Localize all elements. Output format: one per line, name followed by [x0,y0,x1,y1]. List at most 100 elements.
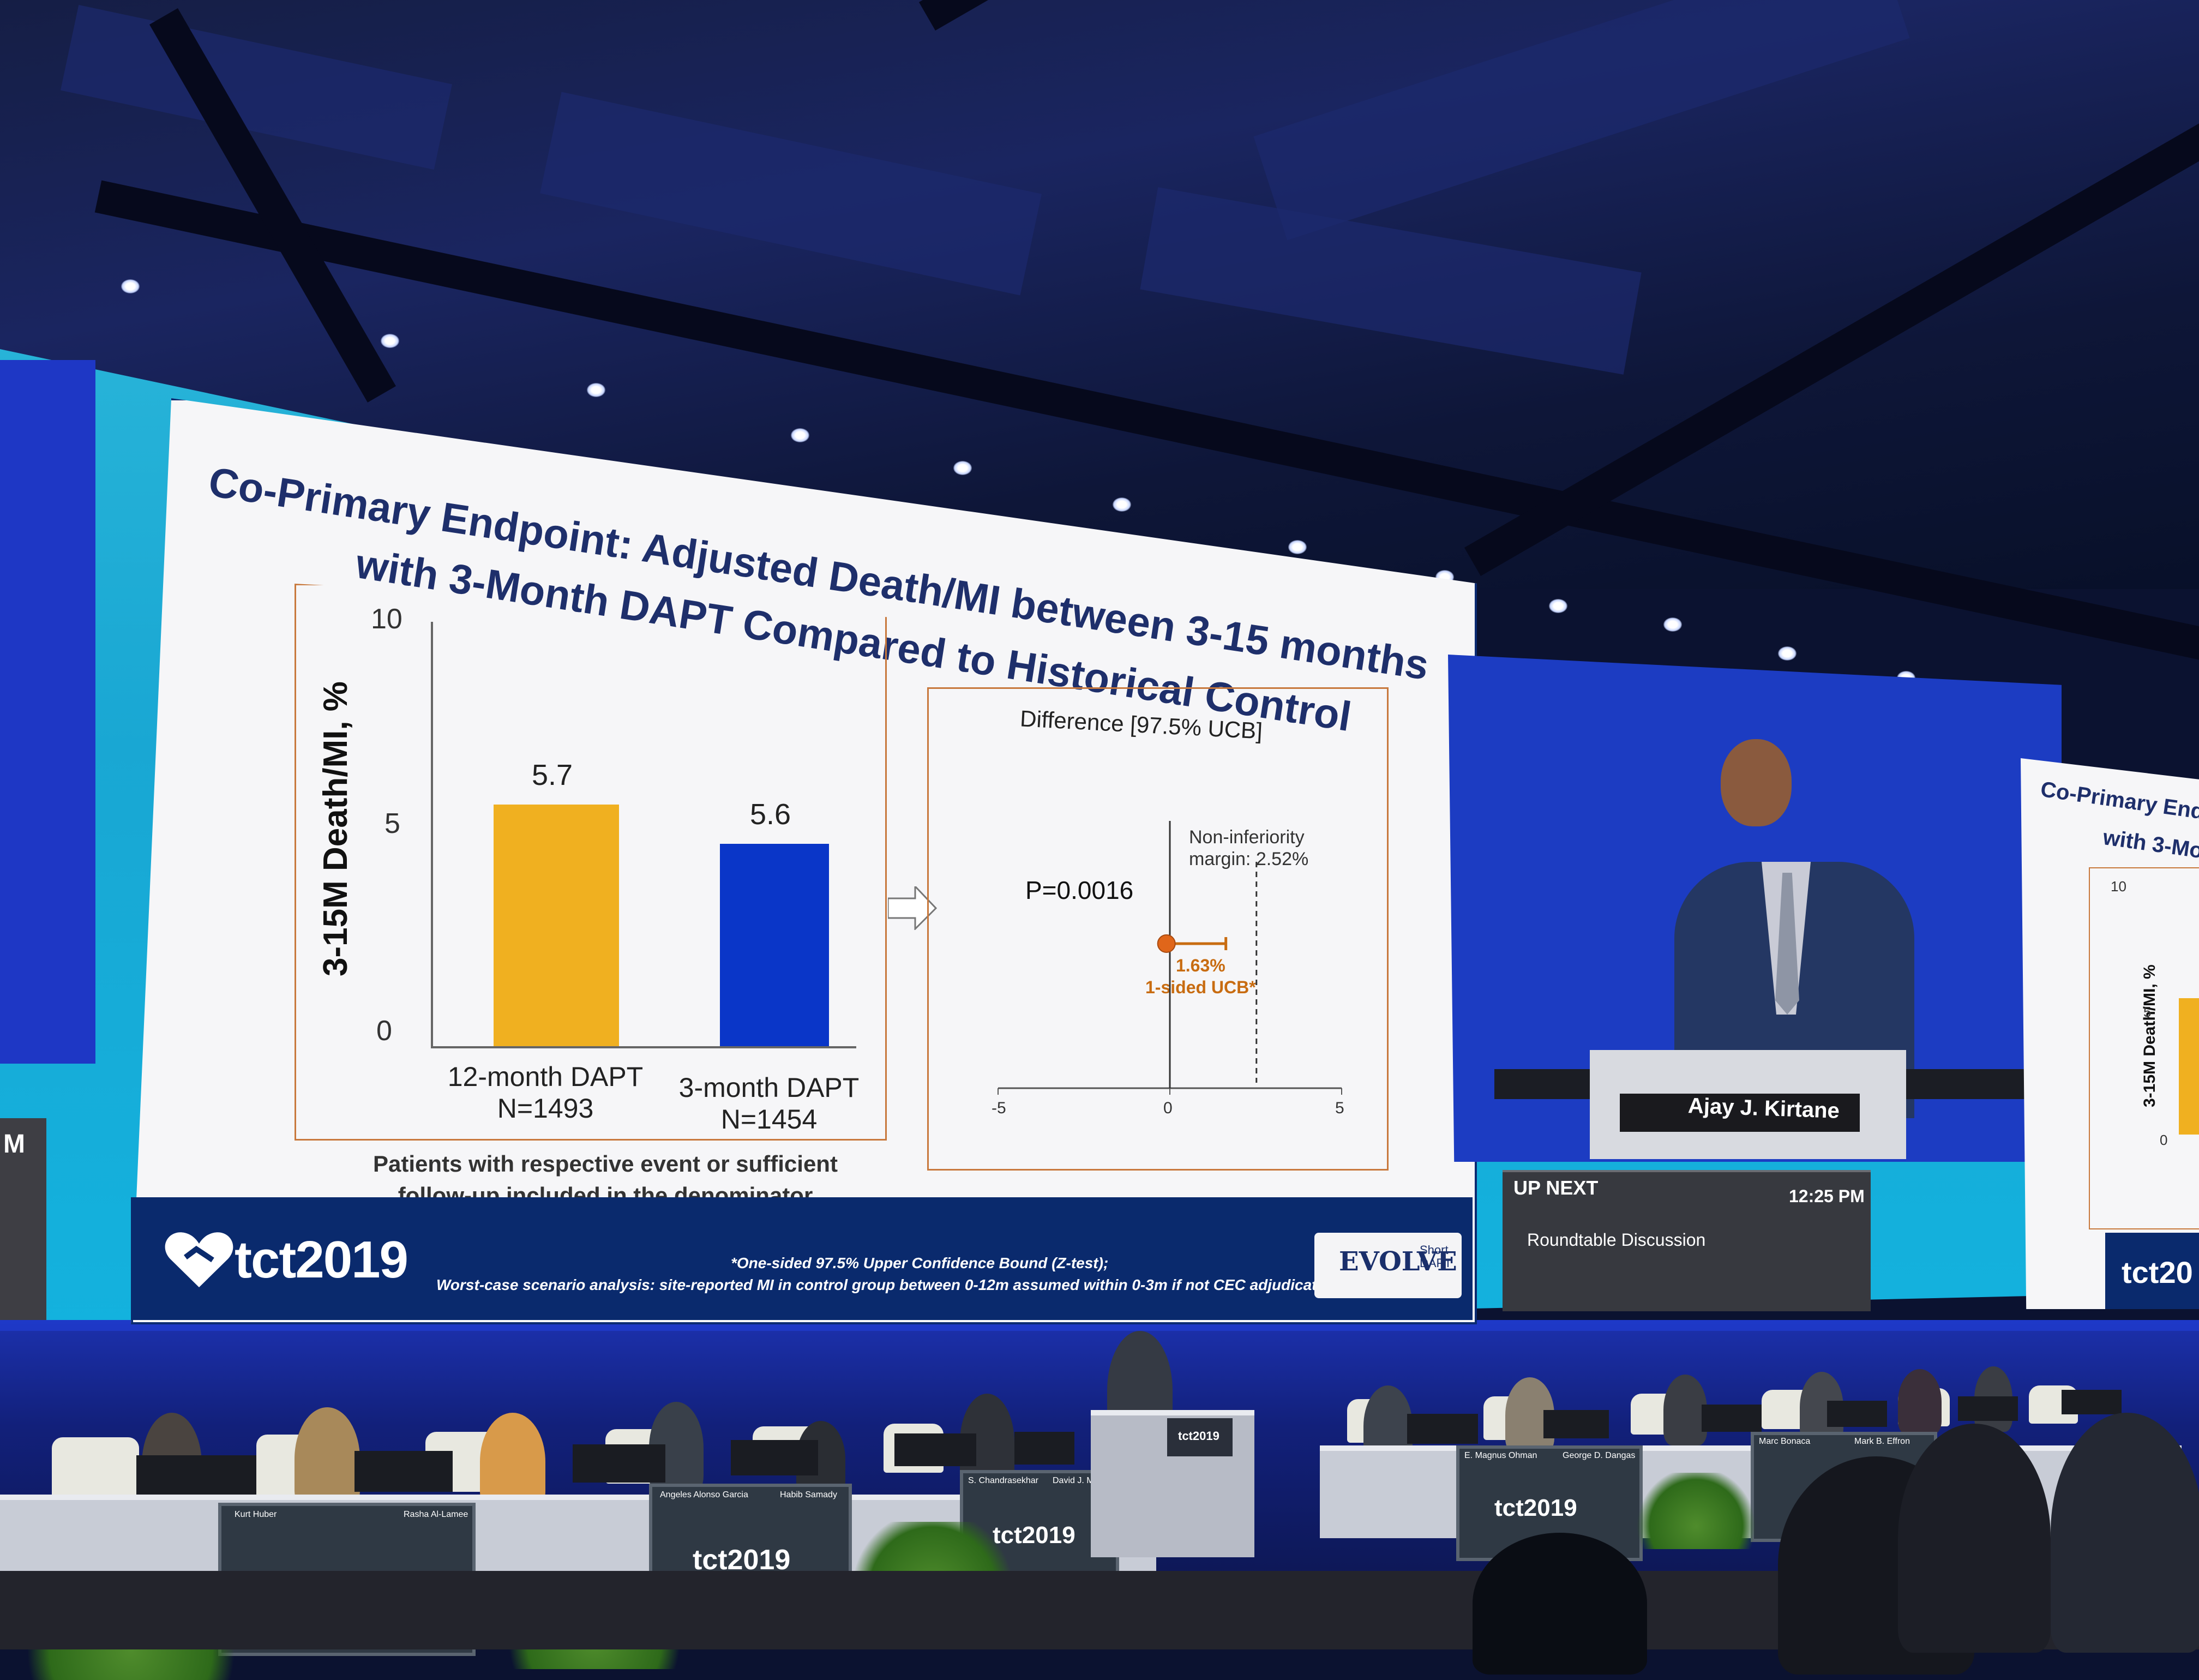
speaker-name: Ajay J. Kirtane [1687,1094,1840,1123]
forest-x-tick: 0 [1163,1099,1173,1117]
stage-plant [1631,1473,1762,1549]
evolve-sub-line-1: Short [1420,1243,1449,1257]
ucb-label-line-2: 1-sided UCB* [1145,977,1256,997]
podium-logo: tct2019 [1178,1429,1219,1443]
desk-monitor [573,1444,665,1483]
ceiling-light [1778,646,1797,661]
up-next-time: 12:25 PM [1789,1186,1865,1206]
y-tick-label: 0 [376,1015,392,1047]
right-y-tick: 10 [2111,878,2126,895]
ucb-label: 1.63% 1-sided UCB* [1145,955,1256,998]
desk-monitor [1407,1414,1478,1444]
desk-name: Mark B. Effron [1854,1437,1910,1446]
y-tick-label: 10 [371,603,402,635]
ceiling-light [953,461,972,475]
ceiling-light [1113,497,1131,512]
category-name: 3-month DAPT [678,1072,860,1103]
non-inferiority-label: Non-inferiority margin: 2.52% [1189,826,1308,870]
desk-monitor [894,1433,976,1466]
y-tick-label: 5 [384,808,400,839]
panelist [295,1407,360,1511]
ceiling-panel [1253,0,1910,241]
desk-name: Angeles Alonso Garcia [660,1490,748,1499]
evolve-badge [1314,1233,1462,1298]
footer-note-2: Worst-case scenario analysis: site-repor… [436,1276,1335,1293]
left-lower-screen-edge [0,1118,46,1320]
desk-logo: tct2019 [1494,1495,1577,1521]
panelist [1663,1375,1707,1445]
desk-monitor [1543,1410,1609,1438]
denominator-line-1: Patients with respective event or suffic… [373,1151,838,1177]
audience-member [1473,1533,1647,1675]
category-label: 3-month DAPT N=1454 [654,1072,884,1135]
desk-monitor [355,1451,453,1492]
right-slide-bar [2179,998,2199,1135]
desk-monitor [136,1455,256,1499]
podium-monitor [1167,1418,1233,1456]
desk-name: Rasha Al-Lamee [404,1510,468,1519]
panelist [1898,1369,1942,1435]
left-screen-edge [0,360,95,1064]
desk-monitor [1014,1432,1074,1465]
y-axis-line [431,622,433,1047]
footer-note-1: *One-sided 97.5% Upper Confidence Bound … [731,1255,1109,1271]
category-name: 12-month DAPT [447,1061,644,1092]
bar-12-month [494,804,619,1046]
evolve-logo: EVOLVE [1339,1246,1457,1277]
slide-footer [131,1197,1473,1320]
desk-name: S. Chandrasekhar [968,1476,1038,1485]
speaker-name-plate [1620,1094,1860,1132]
right-slide-chart [2089,867,2199,1229]
audience-member [2051,1413,2199,1653]
right-y-tick: 0 [2160,1132,2168,1148]
tct-logo: tct2019 [235,1231,408,1289]
forest-x-tick: -5 [992,1099,1006,1117]
desk-monitor [1702,1405,1762,1432]
evolve-sub-logo: Short DAPT [1420,1244,1452,1270]
ceiling-light [121,279,140,293]
right-slide-y-axis-title: 3-15M Death/MI, % [2141,964,2159,1107]
y-axis-title: 3-15M Death/MI, % [317,681,355,976]
right-y-tick: 5 [2143,1004,2152,1020]
desk-name: Kurt Huber [235,1510,277,1519]
up-next-label: UP NEXT [1513,1177,1599,1199]
category-n: N=1493 [497,1093,594,1124]
point-estimate [1157,934,1176,953]
ceiling-beam [919,0,2199,31]
x-axis-line [431,1046,856,1048]
ceiling-light [381,334,399,348]
evolve-sub-line-2: DAPT [1420,1256,1452,1270]
ceiling-light [587,383,605,397]
speaker-head [1721,739,1792,826]
p-value: P=0.0016 [1025,876,1134,904]
ceiling-light [1549,599,1567,613]
right-slide-footer [2105,1233,2199,1309]
desk-monitor [1958,1396,2018,1421]
right-slide-copy [2021,758,2199,1309]
category-n: N=1454 [720,1104,818,1135]
desk-monitor [1827,1401,1887,1427]
ceiling-light [791,428,809,442]
ceiling-light [1288,540,1307,554]
arrow-icon [888,886,937,930]
right-slide-logo: tct20 [2122,1255,2193,1289]
ceiling-panel [1140,187,1642,375]
desk-logo: tct2019 [693,1544,791,1576]
bar-value-label: 5.6 [750,798,791,831]
desk-name: E. Magnus Ohman [1464,1451,1537,1460]
up-next-title: Roundtable Discussion [1527,1230,1706,1250]
desk-monitor [2062,1390,2122,1414]
bar-3-month [720,844,829,1046]
desk-monitor [731,1440,818,1475]
forest-x-tick: 5 [1335,1099,1344,1117]
forest-plot-panel [927,687,1389,1171]
forest-plot [998,821,1342,1095]
category-label: 12-month DAPT N=1493 [431,1061,660,1124]
bar-value-label: 5.7 [532,758,573,791]
desk-name: George D. Dangas [1563,1451,1636,1460]
ceiling-light [1663,617,1682,632]
up-next-box [1503,1170,1871,1311]
ni-label-line-1: Non-inferiority [1189,827,1305,848]
ni-label-line-2: margin: 2.52% [1189,849,1309,869]
heart-logo-icon [165,1232,233,1287]
